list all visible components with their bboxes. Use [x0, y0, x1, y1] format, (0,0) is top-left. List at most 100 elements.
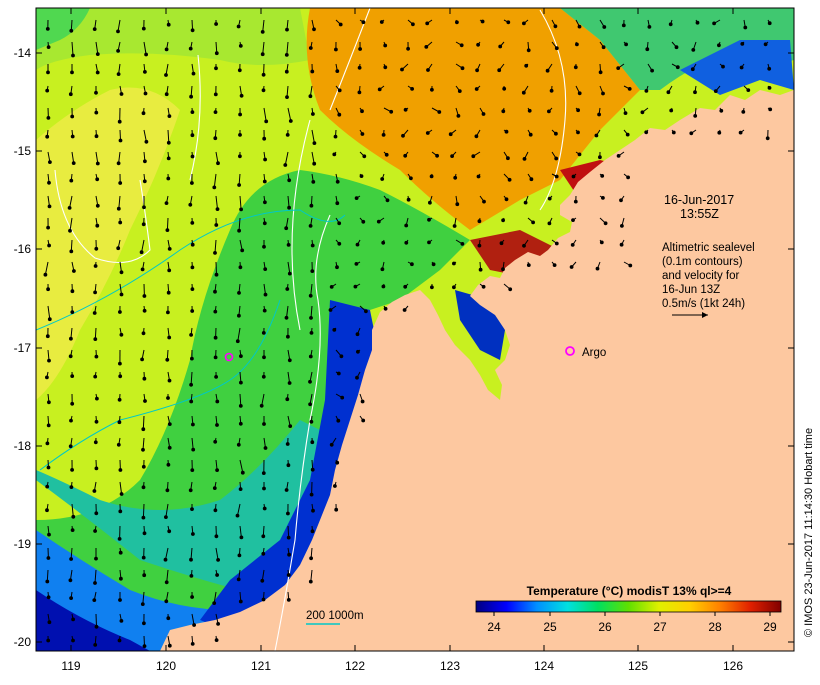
velocity-arrow-head: [629, 264, 632, 267]
velocity-arrow-head: [718, 131, 721, 134]
velocity-arrow-head: [240, 94, 243, 97]
velocity-arrow-head: [120, 577, 123, 580]
velocity-arrow-head: [190, 383, 193, 386]
velocity-arrow-head: [72, 618, 75, 621]
velocity-arrow-head: [213, 186, 216, 189]
velocity-arrow-head: [339, 23, 342, 26]
velocity-arrow-head: [410, 177, 413, 180]
velocity-arrow-head: [602, 46, 605, 49]
velocity-arrow-head: [167, 157, 170, 160]
velocity-arrow-head: [384, 307, 387, 310]
velocity-arrow-head: [143, 532, 146, 535]
velocity-arrow-head: [191, 182, 194, 185]
velocity-arrow-head: [72, 162, 75, 165]
velocity-arrow: [216, 262, 217, 275]
velocity-arrow-head: [380, 21, 383, 24]
velocity-arrow-head: [71, 529, 74, 532]
velocity-arrow-head: [405, 241, 408, 244]
velocity-arrow-head: [475, 135, 478, 138]
velocity-arrow-head: [449, 133, 452, 136]
velocity-arrow-head: [572, 175, 575, 178]
velocity-arrow-head: [578, 153, 581, 156]
velocity-arrow-head: [96, 162, 99, 165]
velocity-arrow-head: [548, 110, 551, 113]
velocity-arrow-head: [142, 332, 145, 335]
velocity-arrow-head: [191, 111, 194, 114]
x-tick-label: 121: [251, 659, 271, 673]
velocity-arrow-head: [120, 271, 123, 274]
velocity-arrow-head: [617, 155, 620, 158]
velocity-arrow-head: [457, 115, 460, 118]
velocity-arrow-head: [48, 205, 51, 208]
velocity-arrow-head: [238, 69, 241, 72]
x-tick-label: 119: [61, 659, 80, 673]
velocity-arrow-head: [143, 309, 146, 312]
velocity-arrow-head: [213, 602, 216, 605]
velocity-arrow: [96, 614, 97, 627]
velocity-arrow-head: [555, 242, 558, 245]
velocity-arrow-head: [627, 176, 630, 179]
velocity-arrow-head: [47, 288, 50, 291]
velocity-arrow-head: [620, 243, 623, 246]
velocity-arrow-head: [718, 44, 721, 47]
velocity-arrow-head: [95, 247, 98, 250]
velocity-arrow-head: [338, 222, 341, 225]
velocity-arrow-head: [284, 164, 287, 167]
velocity-arrow-head: [261, 31, 264, 34]
velocity-arrow-head: [263, 487, 266, 490]
velocity-arrow-head: [118, 120, 121, 123]
velocity-arrow-head: [239, 155, 242, 158]
velocity-arrow-head: [641, 111, 644, 114]
velocity-arrow-head: [214, 252, 217, 255]
velocity-arrow-head: [669, 23, 672, 26]
velocity-arrow-head: [48, 244, 51, 247]
velocity-arrow-head: [285, 70, 288, 73]
velocity-arrow-head: [142, 516, 145, 519]
velocity-arrow-head: [48, 401, 51, 404]
velocity-arrow-head: [117, 247, 120, 250]
velocity-arrow-head: [47, 226, 50, 229]
velocity-arrow-head: [337, 419, 340, 422]
velocity-arrow-head: [617, 67, 620, 70]
velocity-arrow-head: [68, 207, 71, 210]
velocity-arrow-head: [595, 134, 598, 137]
velocity-arrow-head: [285, 316, 288, 319]
velocity-arrow-head: [216, 424, 219, 427]
velocity-arrow-head: [191, 310, 194, 313]
velocity-arrow-head: [191, 222, 194, 225]
velocity-arrow-head: [747, 89, 750, 92]
velocity-arrow-head: [140, 251, 143, 254]
velocity-arrow-head: [286, 443, 289, 446]
velocity-arrow-head: [555, 157, 558, 160]
velocity-arrow-head: [599, 156, 602, 159]
velocity-arrow-head: [436, 154, 439, 157]
velocity-arrow-head: [260, 404, 263, 407]
velocity-arrow-head: [438, 111, 441, 114]
velocity-arrow-head: [69, 445, 72, 448]
velocity-arrow-head: [216, 469, 219, 472]
velocity-arrow-head: [313, 162, 316, 165]
velocity-arrow-head: [166, 358, 169, 361]
velocity-arrow-head: [71, 115, 74, 118]
velocity-arrow-head: [71, 290, 74, 293]
velocity-arrow-head: [119, 510, 122, 513]
velocity-arrow-head: [47, 424, 50, 427]
velocity-arrow-head: [93, 312, 96, 315]
velocity-arrow-head: [330, 443, 333, 446]
velocity-arrow-head: [432, 263, 435, 266]
velocity-arrow-head: [429, 201, 432, 204]
velocity-arrow-head: [309, 355, 312, 358]
velocity-arrow-head: [240, 536, 243, 539]
velocity-arrow-head: [309, 294, 312, 297]
velocity-arrow-head: [361, 133, 364, 136]
velocity-arrow-head: [167, 397, 170, 400]
velocity-arrow-head: [431, 286, 434, 289]
velocity-arrow-head: [329, 309, 332, 312]
velocity-arrow-head: [143, 377, 146, 380]
velocity-arrow-head: [309, 95, 312, 98]
velocity-arrow-head: [48, 621, 51, 624]
velocity-arrow-head: [48, 318, 51, 321]
velocity-arrow-head: [261, 53, 264, 56]
velocity-arrow-head: [509, 288, 512, 291]
